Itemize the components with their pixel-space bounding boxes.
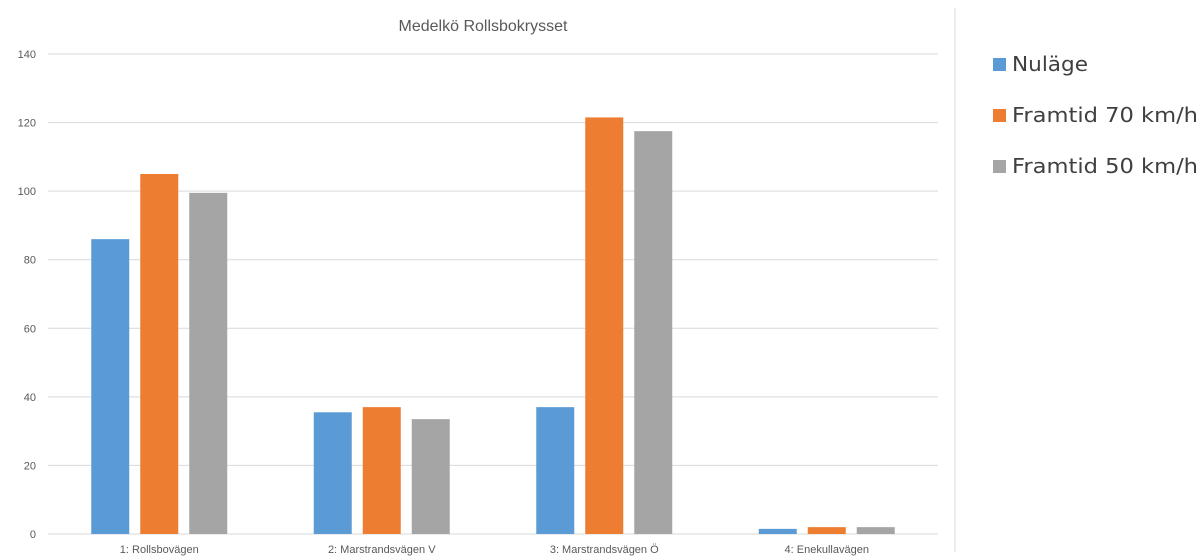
gridlines: [48, 53, 938, 535]
legend-swatch: [993, 160, 1006, 173]
legend-swatch: [993, 58, 1006, 71]
bars: [91, 117, 895, 534]
y-tick-label: 0: [30, 529, 36, 541]
bar: [634, 131, 673, 534]
bar: [91, 239, 130, 534]
y-tick-label: 20: [24, 460, 36, 472]
bar: [140, 174, 179, 534]
x-category-label: 4: Enekullavägen: [785, 544, 869, 556]
legend-entry: Nuläge: [1012, 52, 1088, 76]
bar: [411, 419, 450, 534]
chart-title: Medelkö Rollsbokrysset: [399, 18, 569, 35]
bar: [585, 117, 624, 534]
y-tick-label: 40: [24, 392, 36, 404]
bar: [758, 528, 797, 534]
bar: [856, 527, 895, 534]
x-category-label: 3: Marstrandsvägen Ö: [550, 544, 659, 556]
bar: [313, 412, 352, 534]
x-category-label: 1: Rollsbovägen: [120, 544, 199, 556]
y-tick-label: 80: [24, 255, 36, 267]
bar: [189, 192, 228, 534]
legend-entry: Framtid 70 km/h: [1012, 103, 1198, 127]
y-tick-label: 120: [18, 118, 36, 130]
x-category-label: 2: Marstrandsvägen V: [328, 544, 436, 556]
x-axis-categories: 1: Rollsbovägen 2: Marstrandsvägen V 3: Ma…: [120, 544, 869, 556]
y-tick-label: 140: [18, 49, 36, 61]
bar: [362, 407, 401, 534]
bar: [536, 407, 575, 534]
legend: Nuläge Framtid 70 km/h Framtid 50 km/h: [993, 52, 1198, 178]
y-axis-ticks: 0 20 40 60 80 100 120 140: [18, 49, 36, 541]
legend-entry: Framtid 50 km/h: [1012, 154, 1198, 178]
y-tick-label: 100: [18, 186, 36, 198]
bar: [807, 527, 846, 534]
legend-swatch: [993, 109, 1006, 122]
y-tick-label: 60: [24, 323, 36, 335]
